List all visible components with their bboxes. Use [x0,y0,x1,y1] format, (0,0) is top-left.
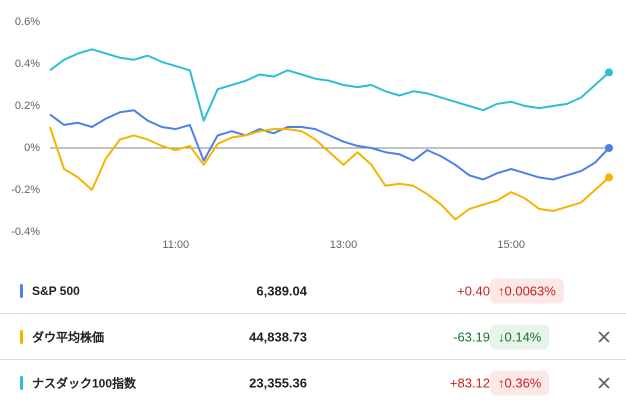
series-line [49,109,610,181]
y-tick-label: -0.2% [11,184,40,196]
x-tick-label: 13:00 [330,239,358,251]
change: -63.19 [453,329,490,344]
series-color [20,283,23,298]
y-tick-label: 0% [24,142,40,154]
end-dot [605,144,613,152]
change: +0.40 [457,283,490,298]
index-name: S&P 500 [32,283,80,298]
quote-table: S&P 500 6,389.04 +0.40 ↑0.0063% ダウ平均株価 44,83… [0,268,626,405]
series-line [49,48,610,122]
x-tick-label: 15:00 [497,239,525,251]
x-tick-label: 11:00 [162,239,189,251]
price: 6,389.04 [256,283,307,298]
price: 44,838.73 [249,329,307,344]
index-name: ナスダック100指数 [32,376,137,390]
quote-row[interactable]: ナスダック100指数 23,355.36 +83.12 ↑0.36% [0,360,626,405]
end-dot [605,173,613,182]
chart: 0.6% 0.4% 0.2% 0% -0.2% -0.4% 11:00 13:00 15:00 [11,16,613,251]
y-tick-label: 0.4% [15,58,40,70]
change: +83.12 [449,375,490,390]
series-color [20,329,23,344]
index-name: ダウ平均株価 [32,330,105,344]
change-percent: ↑0.36% [490,370,550,395]
end-dot [605,68,613,77]
remove-button[interactable] [597,330,611,344]
quote-row[interactable]: ダウ平均株価 44,838.73 -63.19 ↓0.14% [0,314,626,360]
remove-button[interactable] [597,376,611,390]
price: 23,355.36 [249,375,307,390]
quote-row[interactable]: S&P 500 6,389.04 +0.40 ↑0.0063% [0,268,626,314]
change-percent: ↓0.14% [490,324,550,349]
series-color [20,375,23,390]
y-tick-label: 0.6% [15,16,40,28]
y-tick-label: -0.4% [11,226,40,238]
change-percent: ↑0.0063% [490,278,564,303]
series-line [49,126,610,221]
y-tick-label: 0.2% [15,100,40,112]
